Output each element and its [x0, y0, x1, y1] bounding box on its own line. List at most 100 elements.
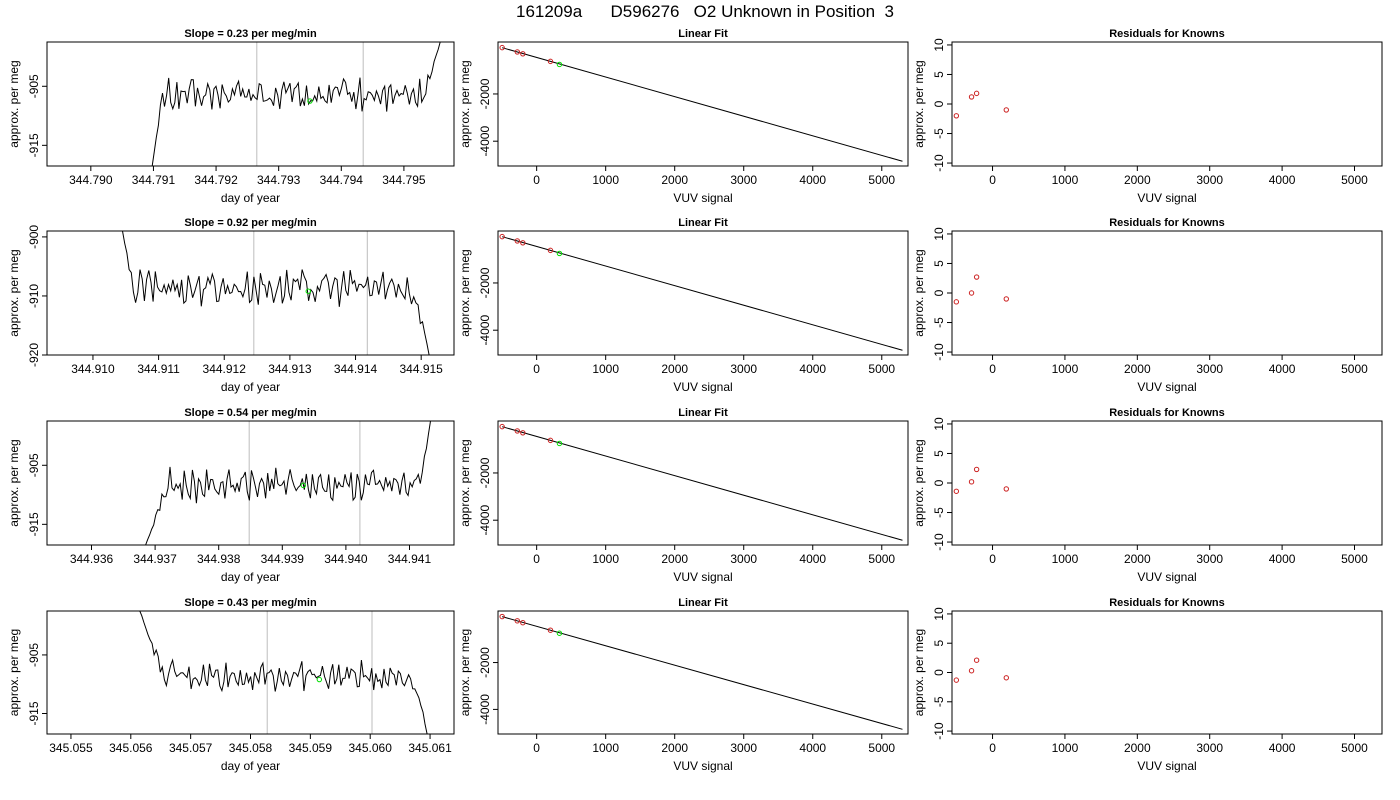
- x-tick-label: 344.915: [399, 362, 443, 376]
- x-tick-label: 5000: [868, 552, 895, 566]
- x-tick-label: 3000: [1196, 362, 1223, 376]
- known-point: [499, 613, 505, 620]
- panel-0-0: Slope = 0.23 per meg/min 344.790 344.791 34…: [7, 28, 455, 205]
- unknown-sample-marker: [305, 288, 311, 294]
- x-tick-label: 344.795: [382, 173, 426, 187]
- known-point: [514, 428, 521, 434]
- series-trace: [145, 421, 431, 545]
- y-tick-label: 10: [932, 227, 946, 241]
- known-point: [514, 238, 521, 244]
- residual-point: [1003, 107, 1009, 113]
- x-tick-label: 344.913: [268, 362, 312, 376]
- x-tick-label: 345.056: [109, 741, 153, 755]
- unknown-sample-marker: [307, 98, 313, 104]
- x-tick-label: 3000: [730, 552, 757, 566]
- plot-frame: [497, 610, 909, 735]
- x-tick-label: 5000: [868, 173, 895, 187]
- unknown-sample-marker: [316, 676, 323, 683]
- x-tick-label: 1000: [1052, 362, 1079, 376]
- panel-title: Linear Fit: [678, 597, 728, 609]
- y-tick-label: -905: [27, 453, 41, 477]
- x-tick-label: 344.914: [334, 362, 378, 376]
- known-point: [520, 430, 526, 436]
- known-point: [547, 437, 554, 444]
- x-tick-label: 3000: [1196, 552, 1223, 566]
- x-tick-label: 345.059: [289, 741, 333, 755]
- y-tick-label: -5: [932, 696, 946, 707]
- panel-0-2: Residuals for Knowns 0 1000 2000 3000 4000 500…: [912, 28, 1383, 205]
- residual-point: [953, 299, 960, 305]
- y-tick-label: -4000: [478, 315, 492, 346]
- y-tick-label: -915: [27, 701, 41, 725]
- x-tick-label: 344.912: [203, 362, 247, 376]
- panel-3-1: Linear Fit 0 1000 2000 3000 4000 5000 -2000 -400…: [458, 597, 909, 773]
- y-axis-label: approx. per meg: [458, 249, 472, 336]
- panel-title: Linear Fit: [678, 407, 728, 419]
- plot-frame: [497, 230, 909, 356]
- residual-point: [968, 290, 975, 296]
- x-tick-label: 4000: [799, 552, 826, 566]
- residual-point: [968, 479, 975, 485]
- plot-frame: [497, 41, 909, 167]
- series-trace: [151, 42, 441, 166]
- unknown-point: [556, 630, 563, 636]
- y-tick-label: 10: [932, 38, 946, 52]
- x-tick-label: 4000: [799, 741, 826, 755]
- y-axis-label: approx. per meg: [7, 60, 21, 147]
- y-tick-label: -2000: [478, 647, 492, 678]
- panel-3-2: Residuals for Knowns 0 1000 2000 3000 4000 500…: [912, 597, 1383, 773]
- x-tick-label: 345.061: [408, 741, 452, 755]
- x-tick-label: 4000: [1269, 741, 1296, 755]
- x-tick-label: 345.055: [49, 741, 93, 755]
- y-tick-label: -10: [932, 533, 946, 551]
- y-tick-label: 0: [932, 669, 946, 676]
- y-tick-label: -4000: [478, 694, 492, 725]
- known-point: [547, 247, 554, 254]
- plot-frame: [951, 41, 1383, 167]
- y-tick-label: -2000: [478, 267, 492, 298]
- panel-0-1: Linear Fit 0 1000 2000 3000 4000 5000 -2000 -400…: [458, 28, 909, 205]
- x-tick-label: 5000: [1341, 741, 1368, 755]
- panel-1-1: Linear Fit 0 1000 2000 3000 4000 5000 -2000 -400…: [458, 217, 909, 394]
- known-point: [499, 233, 505, 240]
- x-tick-label: 1000: [592, 552, 619, 566]
- known-point: [514, 49, 521, 55]
- y-axis-label: approx. per meg: [912, 249, 926, 336]
- y-tick-label: 5: [932, 71, 946, 78]
- x-tick-label: 0: [533, 741, 540, 755]
- y-tick-label: 0: [932, 289, 946, 296]
- x-tick-label: 344.792: [194, 173, 238, 187]
- panel-2-0: Slope = 0.54 per meg/min 344.936 344.937 34…: [7, 407, 455, 584]
- x-tick-label: 1000: [592, 173, 619, 187]
- x-tick-label: 4000: [799, 173, 826, 187]
- x-tick-label: 344.794: [320, 173, 364, 187]
- y-axis-label: approx. per meg: [7, 629, 21, 716]
- x-tick-label: 0: [533, 173, 540, 187]
- x-tick-label: 5000: [1341, 362, 1368, 376]
- x-tick-label: 1000: [1052, 173, 1079, 187]
- x-tick-label: 344.939: [261, 552, 305, 566]
- panel-2-1: Linear Fit 0 1000 2000 3000 4000 5000 -2000 -400…: [458, 407, 909, 584]
- plot-frame: [951, 420, 1383, 546]
- x-tick-label: 0: [533, 362, 540, 376]
- y-tick-label: -4000: [478, 505, 492, 536]
- panel-title: Slope = 0.43 per meg/min: [184, 597, 317, 609]
- known-point: [499, 423, 505, 430]
- x-tick-label: 344.938: [197, 552, 241, 566]
- panel-title: Residuals for Knowns: [1109, 597, 1225, 609]
- x-tick-label: 4000: [799, 362, 826, 376]
- x-tick-label: 345.058: [229, 741, 273, 755]
- panel-title: Linear Fit: [678, 217, 728, 229]
- y-tick-label: -5: [932, 317, 946, 328]
- series-trace: [139, 611, 428, 734]
- fit-line: [502, 616, 903, 730]
- known-point: [520, 51, 526, 57]
- y-tick-label: -5: [932, 128, 946, 139]
- residual-point: [1003, 296, 1009, 302]
- plot-frame: [497, 420, 909, 546]
- x-tick-label: 344.941: [388, 552, 432, 566]
- fit-line: [502, 426, 903, 541]
- y-tick-label: 5: [932, 450, 946, 457]
- y-axis-label: approx. per meg: [458, 629, 472, 716]
